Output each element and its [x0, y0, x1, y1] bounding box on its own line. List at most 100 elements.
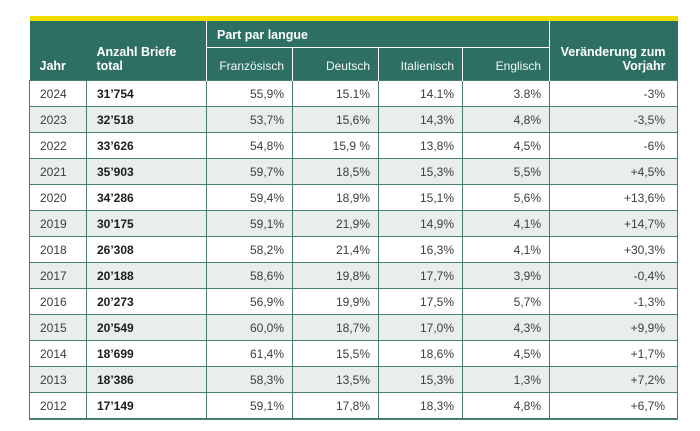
table-row: 2024 31’754 55,9% 15.1% 14.1% 3.8% -3% [29, 80, 678, 107]
column-header-anzahl-briefe-total: Anzahl Briefe total [86, 18, 207, 81]
share-englisch-cell: 5,6% [462, 184, 550, 211]
total-cell: 18’699 [86, 340, 207, 367]
share-deutsch-cell: 15,6% [292, 106, 379, 133]
change-cell: -6% [549, 132, 678, 159]
share-englisch-cell: 5,7% [462, 288, 550, 315]
change-cell: +13,6% [549, 184, 678, 211]
share-deutsch-cell: 21,9% [292, 210, 379, 237]
share-englisch-cell: 4,8% [462, 392, 550, 420]
share-englisch-cell: 3.8% [462, 80, 550, 107]
change-cell: -0,4% [549, 262, 678, 289]
year-cell: 2021 [29, 158, 87, 185]
share-englisch-cell: 3,9% [462, 262, 550, 289]
year-cell: 2014 [29, 340, 87, 367]
share-italienisch-cell: 16,3% [378, 236, 463, 263]
share-englisch-cell: 5,5% [462, 158, 550, 185]
share-englisch-cell: 4,3% [462, 314, 550, 341]
year-cell: 2020 [29, 184, 87, 211]
change-cell: +14,7% [549, 210, 678, 237]
table-row: 2023 32’518 53,7% 15,6% 14,3% 4,8% -3,5% [29, 106, 678, 133]
share-deutsch-cell: 15,9 % [292, 132, 379, 159]
total-cell: 35’903 [86, 158, 207, 185]
table-row: 2017 20’188 58,6% 19,8% 17,7% 3,9% -0,4% [29, 262, 678, 289]
share-italienisch-cell: 18,3% [378, 392, 463, 420]
table-row: 2013 18’386 58,3% 13,5% 15,3% 1,3% +7,2% [29, 366, 678, 393]
column-header-englisch: Englisch [462, 47, 550, 81]
share-deutsch-cell: 21,4% [292, 236, 379, 263]
table-row: 2021 35’903 59,7% 18,5% 15,3% 5,5% +4,5% [29, 158, 678, 185]
share-deutsch-cell: 19,9% [292, 288, 379, 315]
share-franzoesisch-cell: 59,1% [206, 392, 293, 420]
total-cell: 20’273 [86, 288, 207, 315]
column-header-jahr: Jahr [29, 18, 87, 81]
share-italienisch-cell: 14,9% [378, 210, 463, 237]
share-deutsch-cell: 19,8% [292, 262, 379, 289]
total-cell: 20’188 [86, 262, 207, 289]
total-cell: 20’549 [86, 314, 207, 341]
year-cell: 2018 [29, 236, 87, 263]
table-row: 2019 30’175 59,1% 21,9% 14,9% 4,1% +14,7% [29, 210, 678, 237]
year-cell: 2024 [29, 80, 87, 107]
table-row: 2016 20’273 56,9% 19,9% 17,5% 5,7% -1,3% [29, 288, 678, 315]
total-cell: 26’308 [86, 236, 207, 263]
change-cell: +7,2% [549, 366, 678, 393]
share-deutsch-cell: 17,8% [292, 392, 379, 420]
share-franzoesisch-cell: 58,2% [206, 236, 293, 263]
table-row: 2012 17’149 59,1% 17,8% 18,3% 4,8% +6,7% [29, 392, 678, 420]
share-italienisch-cell: 14.1% [378, 80, 463, 107]
table-row: 2014 18’699 61,4% 15,5% 18,6% 4,5% +1,7% [29, 340, 678, 367]
share-englisch-cell: 4,5% [462, 340, 550, 367]
table-body: 2024 31’754 55,9% 15.1% 14.1% 3.8% -3% 2023 32’5… [29, 80, 678, 420]
share-italienisch-cell: 15,1% [378, 184, 463, 211]
table-row: 2018 26’308 58,2% 21,4% 16,3% 4,1% +30,3% [29, 236, 678, 263]
change-cell: +1,7% [549, 340, 678, 367]
share-italienisch-cell: 17,0% [378, 314, 463, 341]
share-englisch-cell: 4,5% [462, 132, 550, 159]
year-cell: 2017 [29, 262, 87, 289]
share-franzoesisch-cell: 59,7% [206, 158, 293, 185]
share-deutsch-cell: 18,7% [292, 314, 379, 341]
year-cell: 2023 [29, 106, 87, 133]
share-franzoesisch-cell: 56,9% [206, 288, 293, 315]
share-englisch-cell: 4,1% [462, 210, 550, 237]
column-header-italienisch: Italienisch [378, 47, 463, 81]
change-cell: +4,5% [549, 158, 678, 185]
total-cell: 33’626 [86, 132, 207, 159]
total-cell: 31’754 [86, 80, 207, 107]
column-header-veraenderung-zum-vorjahr: Veränderung zum Vorjahr [549, 18, 678, 81]
column-header-deutsch: Deutsch [292, 47, 379, 81]
year-cell: 2013 [29, 366, 87, 393]
share-franzoesisch-cell: 60,0% [206, 314, 293, 341]
letters-by-language-table: Jahr Anzahl Briefe total Part par langue… [29, 16, 678, 420]
share-franzoesisch-cell: 58,3% [206, 366, 293, 393]
share-englisch-cell: 1,3% [462, 366, 550, 393]
table-row: 2015 20’549 60,0% 18,7% 17,0% 4,3% +9,9% [29, 314, 678, 341]
share-italienisch-cell: 15,3% [378, 158, 463, 185]
total-cell: 18’386 [86, 366, 207, 393]
total-cell: 17’149 [86, 392, 207, 420]
share-franzoesisch-cell: 61,4% [206, 340, 293, 367]
share-englisch-cell: 4,8% [462, 106, 550, 133]
year-cell: 2016 [29, 288, 87, 315]
year-cell: 2012 [29, 392, 87, 420]
total-cell: 30’175 [86, 210, 207, 237]
table-row: 2022 33’626 54,8% 15,9 % 13,8% 4,5% -6% [29, 132, 678, 159]
total-cell: 34’286 [86, 184, 207, 211]
share-englisch-cell: 4,1% [462, 236, 550, 263]
share-italienisch-cell: 18,6% [378, 340, 463, 367]
share-italienisch-cell: 13,8% [378, 132, 463, 159]
share-italienisch-cell: 17,7% [378, 262, 463, 289]
table-header: Jahr Anzahl Briefe total Part par langue… [29, 18, 678, 81]
year-cell: 2022 [29, 132, 87, 159]
share-deutsch-cell: 15.1% [292, 80, 379, 107]
share-deutsch-cell: 15,5% [292, 340, 379, 367]
share-deutsch-cell: 13,5% [292, 366, 379, 393]
share-deutsch-cell: 18,9% [292, 184, 379, 211]
share-italienisch-cell: 17,5% [378, 288, 463, 315]
total-cell: 32’518 [86, 106, 207, 133]
table-row: 2020 34’286 59,4% 18,9% 15,1% 5,6% +13,6% [29, 184, 678, 211]
share-franzoesisch-cell: 53,7% [206, 106, 293, 133]
share-deutsch-cell: 18,5% [292, 158, 379, 185]
share-franzoesisch-cell: 59,4% [206, 184, 293, 211]
share-italienisch-cell: 14,3% [378, 106, 463, 133]
